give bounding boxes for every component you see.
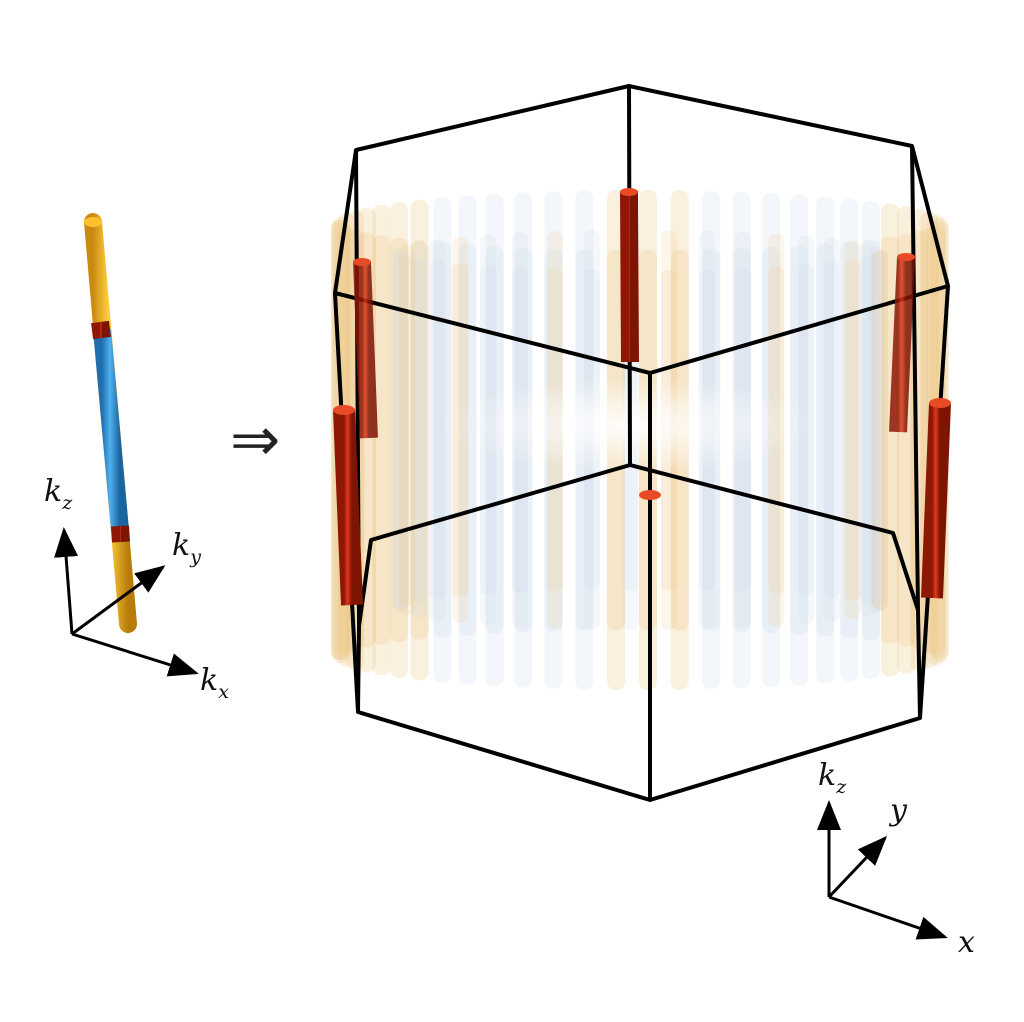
right-panel: kz y x bbox=[331, 84, 975, 960]
cloud-column bbox=[392, 251, 409, 612]
cloud-column bbox=[732, 248, 751, 689]
left-panel: kz ky kx bbox=[44, 213, 229, 703]
left-rod bbox=[84, 213, 137, 633]
cloud-column bbox=[872, 250, 888, 610]
right-kz-label: kz bbox=[818, 758, 847, 798]
cloud-column bbox=[868, 246, 885, 607]
cloud-column bbox=[411, 242, 428, 603]
cloud-column bbox=[433, 242, 452, 683]
cloud-column bbox=[762, 246, 781, 687]
red-rod-front-left bbox=[333, 405, 363, 606]
cloud-column bbox=[872, 250, 888, 610]
cloud-column bbox=[861, 239, 880, 680]
red-rod-front bbox=[639, 490, 661, 690]
cloud-column bbox=[840, 198, 859, 639]
cloud-column bbox=[840, 241, 859, 682]
prism-edge-back-right bbox=[910, 145, 920, 611]
cloud-column bbox=[514, 247, 533, 688]
red-rods bbox=[333, 188, 951, 690]
cloud-column bbox=[429, 260, 446, 621]
transition-arrow: ⇒ bbox=[230, 405, 280, 475]
cloud-column bbox=[398, 245, 415, 606]
red-rod-back bbox=[620, 188, 639, 363]
cloud-column bbox=[798, 264, 815, 625]
cloud-column bbox=[458, 244, 477, 685]
cloud-column bbox=[823, 237, 840, 598]
right-x-label: x bbox=[958, 925, 975, 960]
cloud-column bbox=[429, 239, 446, 600]
cloud-column bbox=[372, 235, 391, 676]
left-ky-label: ky bbox=[172, 528, 201, 568]
cloud-column bbox=[790, 245, 809, 686]
cloud-column bbox=[410, 199, 429, 640]
red-rod-front-right bbox=[921, 398, 951, 599]
left-kz-label: kz bbox=[44, 474, 73, 514]
cloud-column bbox=[398, 254, 415, 615]
cloud-column bbox=[392, 248, 409, 609]
cloud-column bbox=[702, 249, 721, 690]
cloud-column bbox=[859, 243, 876, 604]
cloud-column bbox=[390, 237, 409, 678]
cloud-column bbox=[816, 243, 835, 684]
cloud-column bbox=[485, 246, 504, 687]
left-axes: kz ky kx bbox=[44, 474, 229, 703]
cloud-column bbox=[410, 240, 429, 681]
red-rod-back-right bbox=[889, 253, 915, 433]
left-kx-label: kx bbox=[200, 663, 229, 703]
cloud-column bbox=[816, 196, 835, 637]
right-axes: kz y x bbox=[817, 758, 975, 960]
right-y-label: y bbox=[888, 793, 908, 828]
cloud-column bbox=[844, 259, 861, 620]
cloud-column bbox=[823, 262, 840, 623]
cloud-column bbox=[868, 253, 885, 614]
cloud-column bbox=[844, 240, 861, 601]
red-rod-back-left bbox=[353, 258, 378, 439]
